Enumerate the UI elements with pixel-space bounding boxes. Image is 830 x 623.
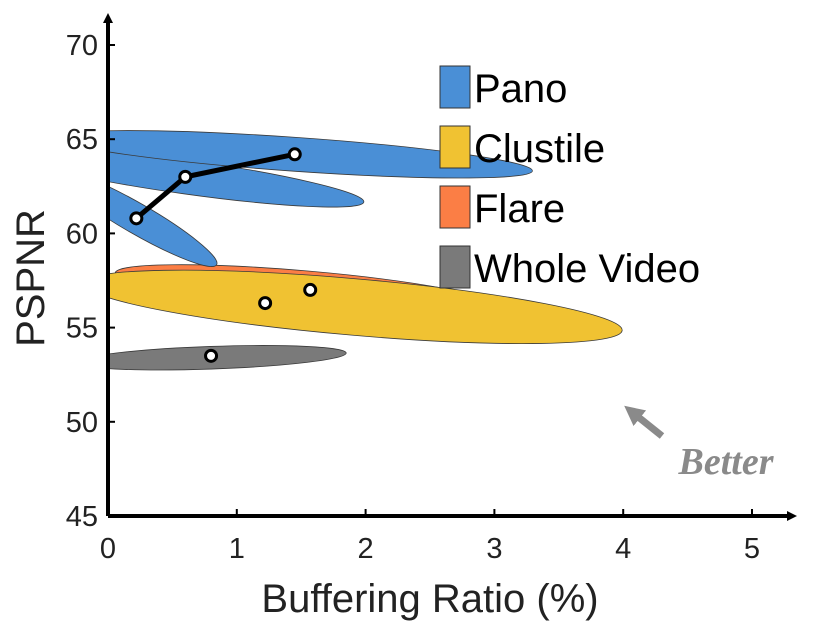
better-annotation: Better xyxy=(624,405,775,483)
axes xyxy=(103,13,797,521)
legend-label-whole-video: Whole Video xyxy=(474,247,700,291)
data-points xyxy=(129,147,318,363)
y-axis-label: PSPNR xyxy=(9,209,53,347)
clustile-point-1 xyxy=(258,296,273,311)
legend-swatch-flare xyxy=(439,185,471,229)
y-tick-label: 50 xyxy=(66,407,98,439)
x-tick-label: 3 xyxy=(486,533,502,565)
legend-swatch-clustile xyxy=(439,125,471,169)
y-tick-label: 65 xyxy=(66,124,98,156)
x-tick-label: 0 xyxy=(100,533,116,565)
y-tick-label: 60 xyxy=(66,218,98,250)
clustile-ellipse-1 xyxy=(108,269,623,344)
pano-point-1 xyxy=(129,211,144,226)
better-arrow xyxy=(624,405,665,439)
legend-label-clustile: Clustile xyxy=(474,127,605,171)
whole-video-point-1 xyxy=(204,348,219,363)
x-tick-label: 4 xyxy=(615,533,631,565)
legend-swatch-whole-video xyxy=(439,245,471,289)
x-tick-label: 1 xyxy=(229,533,245,565)
pano-point-3 xyxy=(287,147,302,162)
x-axis-label: Buffering Ratio (%) xyxy=(261,577,598,621)
legend-swatch-pano xyxy=(439,65,471,109)
legend: Pano Clustile Flare Whole Video xyxy=(439,65,700,291)
y-tick-label: 45 xyxy=(66,501,98,533)
y-tick-label: 55 xyxy=(66,313,98,345)
better-label: Better xyxy=(678,441,775,483)
legend-label-flare: Flare xyxy=(474,187,565,231)
y-tick-label: 70 xyxy=(66,30,98,62)
x-tick-label: 2 xyxy=(358,533,374,565)
x-tick-label: 5 xyxy=(744,533,760,565)
flare-point-1 xyxy=(303,282,318,297)
pano-point-2 xyxy=(178,169,193,184)
legend-label-pano: Pano xyxy=(474,67,567,111)
